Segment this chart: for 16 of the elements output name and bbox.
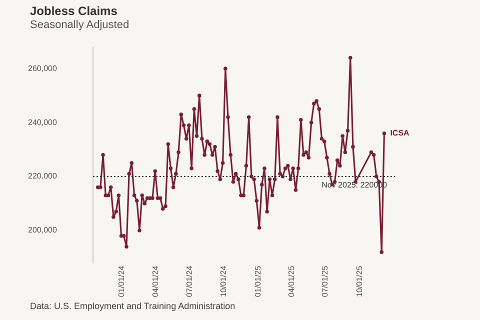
y-tick-label: 260,000 xyxy=(28,64,58,73)
chart-title: Jobless Claims xyxy=(30,4,118,18)
x-tick-label: 07/01/24 xyxy=(184,265,194,297)
y-tick-label: 220,000 xyxy=(28,172,58,181)
series-label: ICSA xyxy=(390,128,410,138)
x-tick-label: 07/01/25 xyxy=(320,265,330,297)
x-tick-label: 01/01/25 xyxy=(253,265,262,297)
y-tick-label: 240,000 xyxy=(28,118,58,127)
x-tick-label: 10/01/25 xyxy=(354,265,364,297)
x-tick-label: 04/01/24 xyxy=(151,265,160,297)
y-tick-label: 200,000 xyxy=(28,226,58,235)
text: Data: U.S. Employment and Training Administration xyxy=(30,301,236,311)
x-tick-label: 10/01/24 xyxy=(219,265,228,297)
x-tick-label: 04/01/25 xyxy=(286,265,296,297)
x-tick-label: 01/01/24 xyxy=(117,265,126,297)
chart-subtitle: Seasonally Adjusted xyxy=(30,19,130,31)
